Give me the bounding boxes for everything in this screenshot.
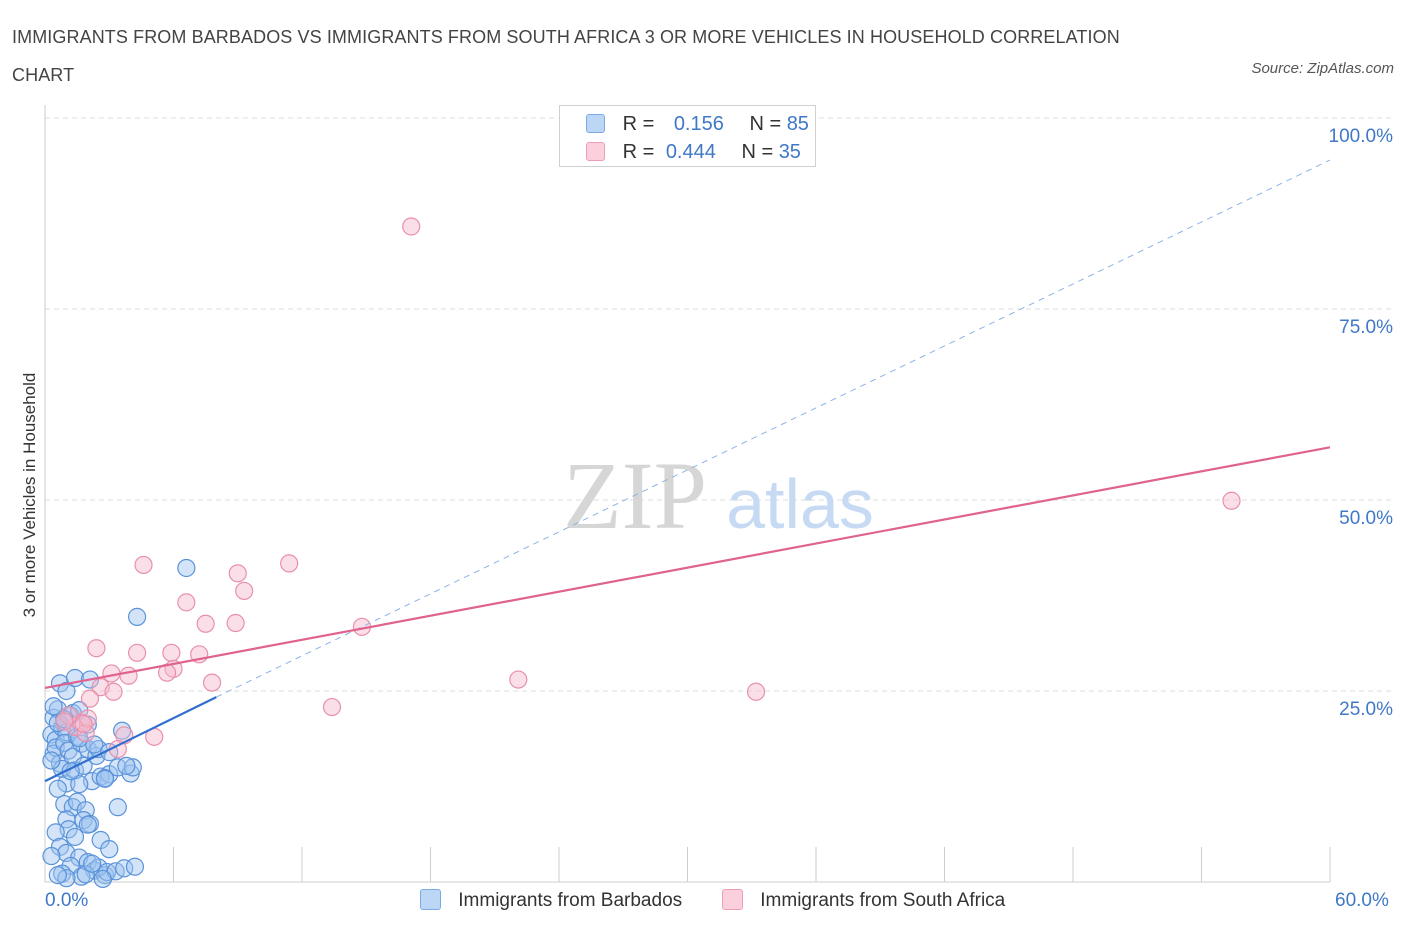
barbados-point xyxy=(100,840,119,859)
southafrica-point xyxy=(226,613,245,633)
barbados-point xyxy=(65,827,85,847)
barbados-swatch xyxy=(586,114,605,133)
southafrica-point xyxy=(202,673,222,692)
barbados-swatch xyxy=(420,889,441,910)
legend-r-value: 0.444 xyxy=(665,141,716,163)
barbados-point xyxy=(95,769,115,788)
legend-n-label: N = xyxy=(749,113,782,135)
y-tick-label: 25.0% xyxy=(1339,699,1393,720)
bottom-legend-southafrica: Immigrants from South Africa xyxy=(722,889,1005,912)
barbados-point xyxy=(83,854,102,873)
barbados-point xyxy=(44,697,63,716)
barbados-point xyxy=(108,798,127,817)
legend-n-value: 85 xyxy=(786,113,809,135)
y-tick-label: 100.0% xyxy=(1329,126,1394,147)
southafrica-point xyxy=(74,714,93,733)
barbados-point xyxy=(127,607,147,626)
southafrica-point xyxy=(104,682,123,701)
barbados-point xyxy=(76,865,95,884)
southafrica-point xyxy=(80,689,100,708)
correlation-legend: R = 0.156 N = 85 R = 0.444 N = 35 xyxy=(559,105,816,167)
southafrica-point xyxy=(127,643,147,662)
x-tick-label-min: 0.0% xyxy=(45,890,89,911)
trend-lines xyxy=(44,159,1331,783)
x-tick-label-max: 60.0% xyxy=(1335,890,1389,911)
legend-n-label: N = xyxy=(741,141,774,163)
barbados-point xyxy=(42,751,61,770)
barbados-point xyxy=(48,866,67,885)
legend-row-barbados: R = 0.156 N = 85 xyxy=(586,113,809,137)
southafrica-point xyxy=(235,581,254,601)
legend-r-label: R = xyxy=(622,113,655,135)
southafrica-point xyxy=(55,712,74,731)
legend-r-label: R = xyxy=(622,141,655,163)
southafrica-points xyxy=(55,217,1241,759)
watermark: ZIP atlas xyxy=(563,442,874,549)
barbados-point xyxy=(177,558,196,578)
grid-layer xyxy=(45,117,1394,692)
southafrica-swatch xyxy=(586,142,605,161)
chart-title: IMMIGRANTS FROM BARBADOS VS IMMIGRANTS F… xyxy=(12,27,1120,85)
southafrica-point xyxy=(509,670,528,689)
legend-row-southafrica: R = 0.444 N = 35 xyxy=(586,141,801,165)
southafrica-point xyxy=(1222,491,1241,510)
y-tick-label: 50.0% xyxy=(1339,508,1393,529)
y-tick-labels: 100.0% 75.0% 50.0% 25.0% xyxy=(1329,126,1394,720)
source-credit: Source: ZipAtlas.com xyxy=(1251,60,1394,77)
southafrica-point xyxy=(280,554,299,573)
barbados-point xyxy=(57,681,76,701)
barbados-point xyxy=(48,779,67,798)
southafrica-point xyxy=(87,639,106,658)
barbados-point xyxy=(42,846,61,866)
bottom-legend-barbados: Immigrants from Barbados xyxy=(420,889,682,912)
southafrica-point xyxy=(119,666,138,685)
barbados-point xyxy=(70,775,89,794)
barbados-point xyxy=(117,756,136,775)
barbados-trend-extension xyxy=(216,159,1331,698)
barbados-point xyxy=(123,758,142,777)
barbados-point xyxy=(46,823,65,842)
watermark-atlas: atlas xyxy=(726,465,874,543)
southafrica-point xyxy=(196,614,215,633)
southafrica-point xyxy=(322,697,342,717)
southafrica-point xyxy=(402,217,421,236)
legend-r-value: 0.156 xyxy=(673,113,724,135)
legend-n-value: 35 xyxy=(778,141,801,163)
barbados-point xyxy=(125,857,145,876)
y-tick-label: 75.0% xyxy=(1339,317,1393,338)
barbados-trend-line xyxy=(44,696,217,783)
southafrica-point xyxy=(746,682,766,701)
southafrica-swatch xyxy=(722,889,743,910)
bottom-legend-label: Immigrants from South Africa xyxy=(760,890,1006,911)
southafrica-point xyxy=(228,564,247,583)
southafrica-point xyxy=(177,593,196,612)
bottom-legend-label: Immigrants from Barbados xyxy=(458,890,683,911)
southafrica-point xyxy=(134,555,153,575)
barbados-point xyxy=(78,815,97,834)
southafrica-trend-line xyxy=(44,446,1331,690)
southafrica-point xyxy=(162,643,181,662)
barbados-point xyxy=(93,869,112,889)
